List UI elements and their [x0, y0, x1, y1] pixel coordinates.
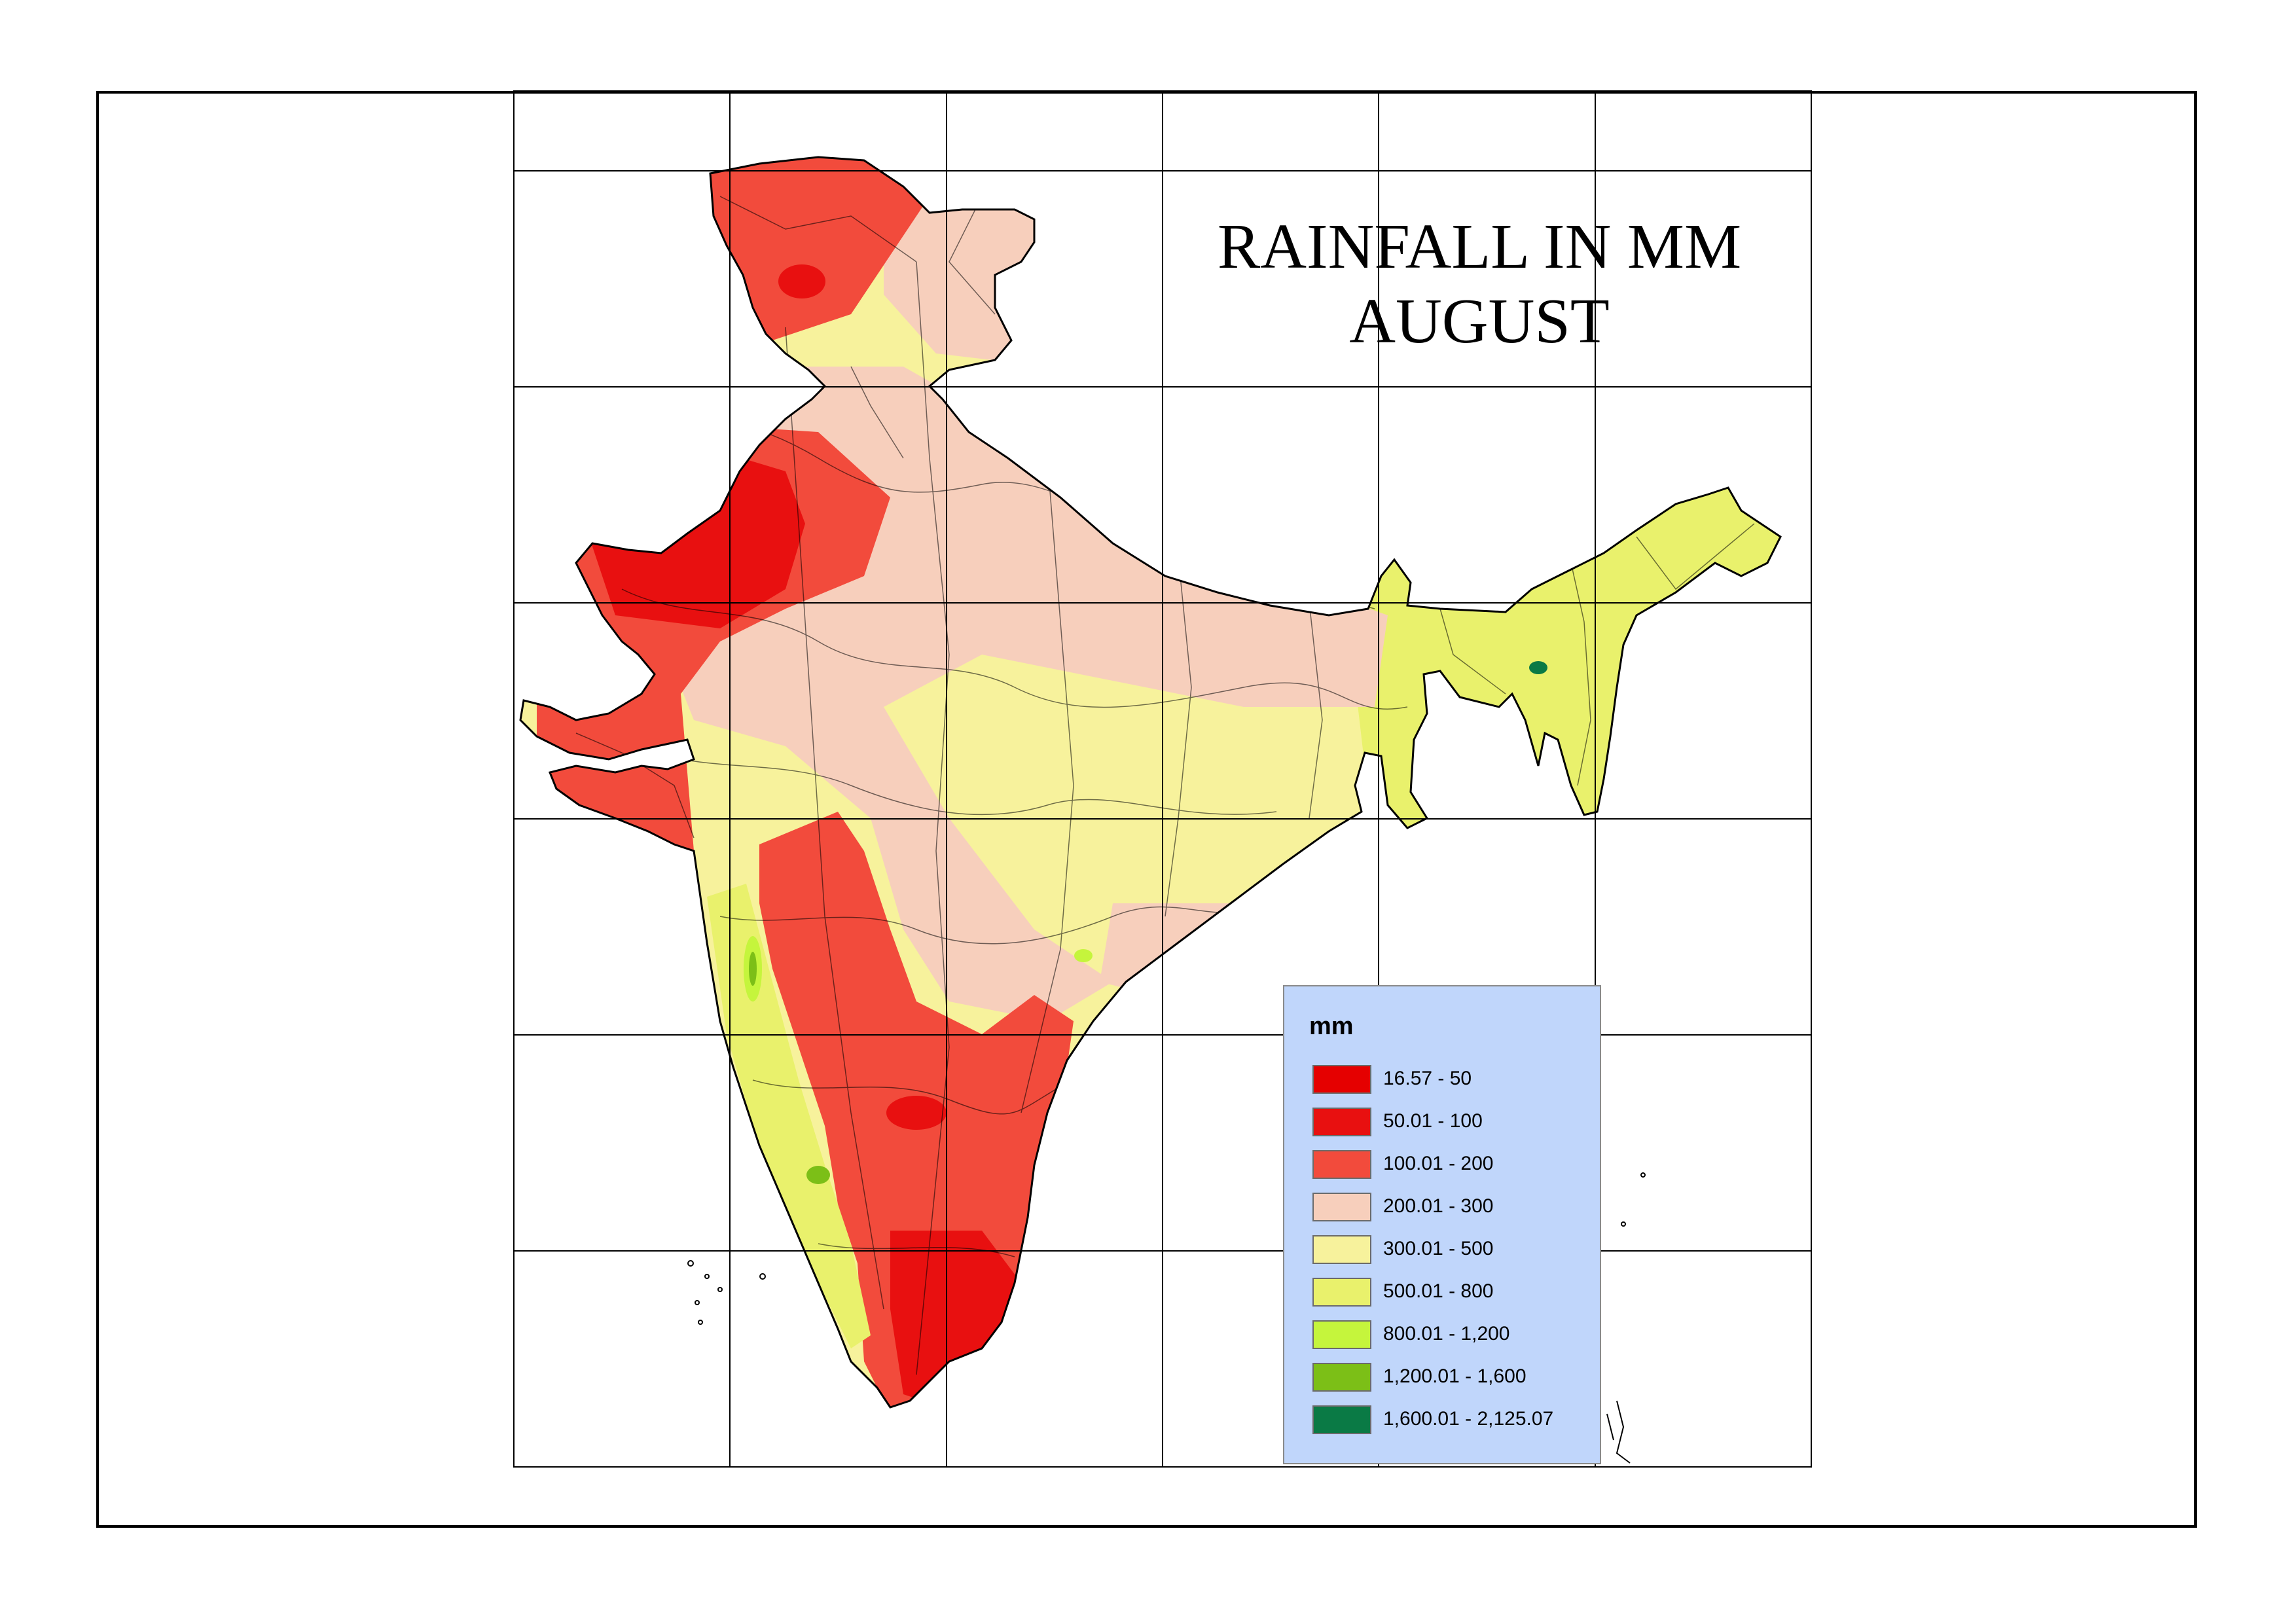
legend-swatch: [1312, 1278, 1371, 1307]
legend-label: 800.01 - 1,200: [1383, 1323, 1510, 1344]
legend-swatch: [1312, 1193, 1371, 1221]
zone-800-1200-central-spot: [1074, 949, 1093, 962]
legend-title: mm: [1309, 1013, 1354, 1040]
zone-1200-1600-karnataka-coast: [806, 1166, 830, 1184]
legend-label: 50.01 - 100: [1383, 1110, 1483, 1132]
legend-label: 100.01 - 200: [1383, 1153, 1494, 1174]
zone-200-300-east-coast: [1100, 903, 1244, 995]
legend-swatch: [1312, 1320, 1371, 1349]
islands: [687, 1172, 1646, 1464]
legend-swatch: [1312, 1108, 1371, 1136]
legend-label: 1,600.01 - 2,125.07: [1383, 1408, 1554, 1430]
zone-50-100-thar: [589, 452, 805, 628]
legend-swatch: [1312, 1150, 1371, 1179]
legend-swatch: [1312, 1065, 1371, 1094]
map-title-line2: AUGUST: [1349, 286, 1610, 357]
legend-label: 16.57 - 50: [1383, 1068, 1472, 1089]
legend-label: 300.01 - 500: [1383, 1238, 1494, 1259]
legend: mm 16.57 - 50 50.01 - 100 100.01 - 200 200.…: [1283, 985, 1601, 1464]
zone-1200-1600-ghats: [749, 952, 757, 986]
legend-label: 1,200.01 - 1,600: [1383, 1365, 1527, 1387]
zone-1600-plus-meghalaya: [1529, 661, 1547, 674]
zone-50-100-tamil-nadu: [890, 1231, 1021, 1407]
zone-50-100-kashmir-spot: [778, 264, 825, 298]
legend-label: 500.01 - 800: [1383, 1280, 1494, 1302]
zone-50-100-south-spot: [886, 1096, 947, 1130]
legend-swatch: [1312, 1363, 1371, 1392]
legend-label: 200.01 - 300: [1383, 1195, 1494, 1217]
legend-swatch: [1312, 1235, 1371, 1264]
zone-100-200-kashmir: [694, 157, 930, 340]
legend-swatch: [1312, 1405, 1371, 1434]
zone-500-800-west-coast: [707, 884, 871, 1348]
map-title-line1: RAINFALL IN MM: [1217, 211, 1742, 282]
